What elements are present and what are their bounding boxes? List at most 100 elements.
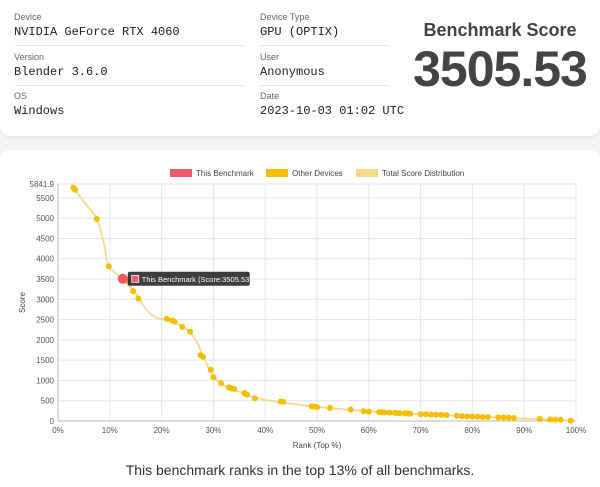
divider	[14, 85, 244, 86]
other-device-point	[231, 385, 238, 392]
rank-caption: This benchmark ranks in the top 13% of a…	[125, 462, 475, 478]
y-tick-label: 2500	[36, 316, 54, 325]
other-device-point	[484, 414, 491, 421]
other-device-point	[469, 413, 476, 420]
other-device-point	[547, 416, 554, 423]
user-value: Anonymous	[260, 65, 325, 79]
other-device-point	[360, 408, 367, 415]
y-tick-label: 0	[50, 417, 55, 426]
other-device-point	[464, 413, 471, 420]
os-label: OS	[14, 91, 28, 101]
other-device-point	[417, 411, 424, 418]
other-device-point	[422, 411, 429, 418]
other-device-point	[171, 318, 178, 325]
this-benchmark-point	[117, 273, 128, 284]
version-field: Version Blender 3.6.0	[14, 52, 244, 79]
other-device-point	[130, 288, 137, 295]
os-field: OS Windows	[14, 91, 244, 118]
other-device-point	[280, 398, 287, 405]
other-device-point	[453, 412, 460, 419]
x-tick-label: 10%	[102, 426, 118, 435]
other-device-point	[244, 391, 251, 398]
y-tick-label: 5841.9	[30, 180, 55, 189]
y-tick-label: 5000	[36, 214, 54, 223]
other-device-point	[500, 414, 507, 421]
legend-swatch	[356, 169, 378, 177]
x-tick-label: 50%	[309, 426, 325, 435]
other-device-point	[510, 414, 517, 421]
legend-label: This Benchmark	[196, 169, 255, 178]
other-device-point	[251, 395, 258, 402]
device-type-label: Device Type	[260, 12, 310, 22]
user-field: User Anonymous	[260, 52, 490, 79]
device-field: Device NVIDIA GeForce RTX 4060	[14, 12, 244, 39]
other-device-point	[105, 263, 112, 270]
x-tick-label: 40%	[257, 426, 273, 435]
other-device-point	[459, 413, 466, 420]
other-device-point	[407, 410, 414, 417]
other-device-point	[326, 405, 333, 412]
other-device-point	[396, 410, 403, 417]
x-tick-label: 70%	[413, 426, 429, 435]
legend-label: Total Score Distribution	[382, 169, 464, 178]
score-distribution-chart[interactable]: 0 500 1000 1500 2000 2500 3000 3500 4000 4500 5000…	[0, 150, 600, 462]
date-label: Date	[260, 91, 280, 101]
other-device-point	[567, 417, 574, 424]
other-device-point	[443, 412, 450, 419]
other-device-point	[552, 416, 559, 423]
other-device-point	[536, 415, 543, 422]
os-value: Windows	[14, 104, 65, 118]
device-type-value: GPU (OPTIX)	[260, 25, 340, 39]
legend-swatch	[266, 169, 288, 177]
tooltip-swatch	[131, 274, 140, 283]
x-tick-label: 20%	[154, 426, 170, 435]
device-info-card: Device NVIDIA GeForce RTX 4060 Version B…	[0, 0, 600, 136]
version-value: Blender 3.6.0	[14, 65, 108, 79]
date-field: Date 2023-10-03 01:02 UTC	[260, 91, 490, 118]
y-tick-label: 1500	[36, 356, 54, 365]
other-device-point	[495, 414, 502, 421]
chart-card: 0 500 1000 1500 2000 2500 3000 3500 4000 4500 5000…	[0, 150, 600, 487]
other-device-point	[135, 295, 142, 302]
x-tick-label: 0%	[52, 426, 64, 435]
divider	[260, 45, 390, 46]
other-device-point	[505, 414, 512, 421]
other-device-point	[210, 374, 217, 381]
other-device-point	[365, 408, 372, 415]
x-tick-label: 90%	[516, 426, 532, 435]
x-tick-label: 100%	[566, 426, 586, 435]
other-device-point	[557, 416, 564, 423]
version-label: Version	[14, 52, 45, 62]
other-device-point	[93, 215, 100, 222]
other-device-point	[347, 406, 354, 413]
y-tick-label: 5500	[36, 194, 54, 203]
device-type-field: Device Type GPU (OPTIX)	[260, 12, 490, 39]
x-axis-label: Rank (Top %)	[293, 441, 342, 450]
y-tick-label: 3500	[36, 275, 54, 284]
other-device-point	[427, 411, 434, 418]
tooltip-box	[127, 271, 250, 286]
other-device-point	[200, 353, 207, 360]
x-tick-label: 80%	[464, 426, 480, 435]
other-device-point	[179, 323, 186, 330]
y-tick-label: 500	[41, 397, 55, 406]
other-device-point	[187, 328, 194, 335]
legend-swatch	[170, 169, 192, 177]
y-tick-label: 3000	[36, 295, 54, 304]
divider	[14, 45, 244, 46]
legend-label: Other Devices	[292, 169, 343, 178]
score-value: 3505.53	[413, 41, 588, 97]
other-device-point	[218, 380, 225, 387]
other-device-point	[438, 411, 445, 418]
other-device-point	[474, 413, 481, 420]
divider	[260, 85, 390, 86]
x-tick-label: 60%	[361, 426, 377, 435]
score-title: Benchmark Score	[423, 20, 577, 40]
other-device-point	[381, 409, 388, 416]
user-label: User	[260, 52, 280, 62]
other-device-point	[433, 411, 440, 418]
device-label: Device	[14, 12, 42, 22]
other-device-point	[207, 366, 214, 373]
date-value: 2023-10-03 01:02 UTC	[260, 104, 405, 118]
other-device-point	[314, 404, 320, 411]
